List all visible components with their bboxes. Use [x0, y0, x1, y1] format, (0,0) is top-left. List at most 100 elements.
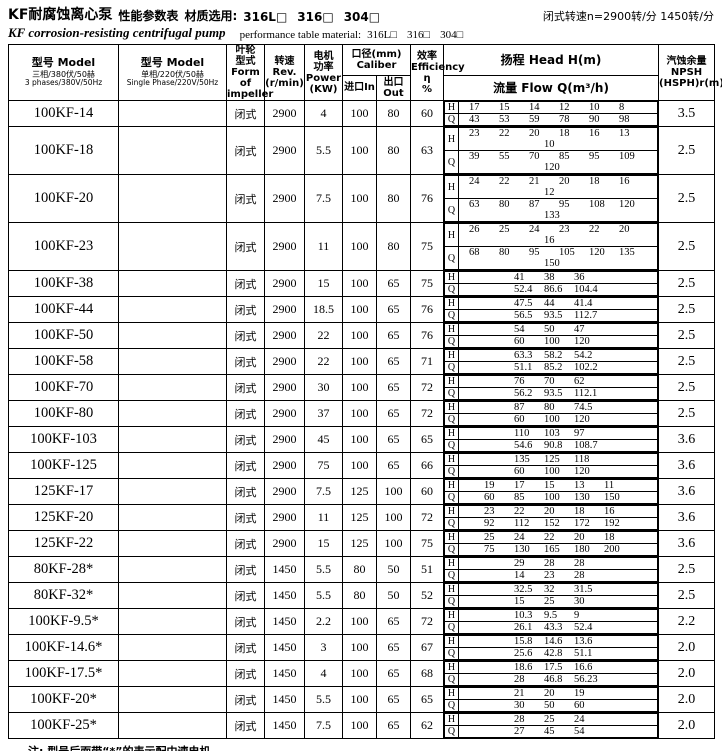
cell-caliber-out: 65 [375, 686, 412, 713]
hq-flow-value: 78 [559, 114, 570, 125]
hq-head-label: H [444, 223, 460, 247]
cell-model-1phase [118, 296, 227, 323]
material-option-316l[interactable]: 316L□ [243, 10, 288, 24]
cell-caliber-out: 65 [375, 400, 412, 427]
cell-caliber-in: 100 [342, 222, 377, 271]
cell-model-1phase [118, 322, 227, 349]
hq-flow-value: 68 [469, 247, 480, 258]
cell-revolution: 2900 [264, 426, 305, 453]
hq-head-value: 8 [619, 102, 625, 113]
cell-efficiency: 65 [410, 686, 445, 713]
hq-head-value: 22 [499, 176, 510, 187]
cell-efficiency: 71 [410, 348, 445, 375]
cell-model-1phase [118, 174, 227, 223]
hq-head-row: H 28 25 24 [444, 713, 659, 726]
hq-flow-value: 60 [574, 700, 585, 711]
hq-flow-value: 55 [499, 151, 510, 162]
cell-revolution: 2900 [264, 126, 305, 175]
cell-impeller-type: 闭式 [226, 660, 265, 687]
hq-flow-value: 112.1 [574, 388, 598, 399]
cell-head-flow: H 47.5 44 41.4 Q 56.5 93.5 112.7 [443, 296, 660, 323]
th-eff-l1: 效率 [417, 50, 438, 62]
cell-power: 15 [304, 270, 343, 297]
cell-model-3phase: 100KF-20* [8, 686, 119, 713]
cell-efficiency: 67 [410, 634, 445, 661]
th-impeller-type: 叶轮 型式 Form of impeller [226, 44, 273, 101]
material-option-304[interactable]: 304□ [343, 10, 381, 24]
hq-flow-value: 60 [514, 466, 525, 477]
title-line-cn: KF耐腐蚀离心泵 性能参数表 材质选用: 316L□ 316□ 304□ 闭式转… [8, 4, 714, 24]
hq-head-value: 10 [589, 102, 600, 113]
hq-flow-value: 26.1 [514, 622, 533, 633]
hq-head-value: 17.5 [544, 662, 563, 673]
hq-flow-value: 59 [529, 114, 540, 125]
table-row: 80KF-32* 闭式 1450 5.5 80 50 52 H 32.5 32 31.5 Q 15 25 3… [8, 582, 716, 609]
cell-power: 11 [304, 222, 343, 271]
hq-head-value: 21 [529, 176, 540, 187]
cell-model-1phase [118, 348, 227, 375]
table-row: 100KF-38 闭式 2900 15 100 65 75 H 41 38 36 Q 52.4 86.6 1… [8, 270, 716, 297]
hq-flow-value: 60 [514, 414, 525, 425]
th-pow-en: Power [305, 72, 342, 84]
hq-head-value: 103 [544, 428, 560, 439]
hq-head-label: H [444, 505, 460, 518]
cell-caliber-in: 100 [342, 712, 377, 739]
cell-head-flow: H 10.3 9.5 9 Q 26.1 43.3 52.4 [443, 608, 660, 635]
th-rev-en: Rev. [272, 67, 297, 78]
hq-head-row: H 17 15 14 12 10 8 [444, 101, 659, 114]
hq-flow-value: 95 [559, 199, 570, 210]
cell-caliber-in: 100 [342, 174, 377, 223]
hq-flow-value: 130 [574, 492, 590, 503]
hq-head-value: 135 [514, 454, 530, 465]
cell-head-flow: H 15.8 14.6 13.6 Q 25.6 42.8 51.1 [443, 634, 660, 661]
hq-head-value: 24 [574, 714, 585, 725]
hq-head-value: 12 [544, 187, 555, 198]
hq-flow-row: Q 54.6 90.8 108.7 [444, 439, 659, 452]
hq-head-row: H 32.5 32 31.5 [444, 583, 659, 596]
hq-head-row: H 23 22 20 18 16 13 10 [444, 127, 659, 151]
hq-flow-values: 75 130 165 180 200 [458, 543, 659, 556]
cell-efficiency: 76 [410, 296, 445, 323]
th-model-3phase-l1: 型号 Model [31, 56, 96, 70]
hq-flow-value: 85 [514, 492, 525, 503]
hq-head-value: 18.6 [514, 662, 533, 673]
cell-revolution: 2900 [264, 100, 305, 127]
cell-efficiency: 76 [410, 174, 445, 223]
cell-power: 11 [304, 504, 343, 531]
th-npsh-l1: 汽蚀余量 [666, 56, 707, 67]
hq-head-value: 74.5 [574, 402, 593, 413]
title-bar: KF耐腐蚀离心泵 性能参数表 材质选用: 316L□ 316□ 304□ 闭式转… [0, 0, 722, 41]
cell-model-3phase: 125KF-17 [8, 478, 119, 505]
hq-head-row: H 21 20 19 [444, 687, 659, 700]
hq-flow-value: 51.1 [514, 362, 533, 373]
material-option-316[interactable]: 316□ [297, 10, 334, 24]
hq-flow-value: 120 [574, 414, 590, 425]
hq-head-value: 32 [544, 584, 555, 595]
hq-flow-label: Q [444, 647, 460, 660]
hq-head-value: 13 [619, 128, 630, 139]
hq-head-value: 16 [604, 506, 615, 517]
pump-performance-table: 型号 Model 三相/380伏/50赫 3 phases/380V/50Hz … [8, 44, 722, 739]
cell-efficiency: 63 [410, 126, 445, 175]
cell-efficiency: 72 [410, 400, 445, 427]
hq-flow-label: Q [444, 361, 460, 374]
cell-npsh: 2.0 [658, 686, 716, 713]
hq-flow-value: 165 [544, 544, 560, 555]
title-en-sub: performance table material: [239, 29, 362, 41]
cell-npsh: 2.0 [658, 634, 716, 661]
table-body: 100KF-14 闭式 2900 4 100 80 60 H 17 15 14 12 10 8 Q 43 53 5… [8, 100, 716, 739]
th-caliber-en: Caliber [356, 59, 397, 71]
hq-head-value: 87 [514, 402, 525, 413]
hq-head-value: 22 [499, 128, 510, 139]
hq-head-row: H 19 17 15 13 11 [444, 479, 659, 492]
cell-caliber-out: 80 [375, 222, 412, 271]
hq-head-row: H 23 22 20 18 16 [444, 505, 659, 518]
hq-flow-value: 93.5 [544, 388, 563, 399]
hq-head-values: 32.5 32 31.5 [458, 583, 659, 596]
cell-power: 5.5 [304, 126, 343, 175]
cell-caliber-out: 65 [375, 322, 412, 349]
cell-impeller-type: 闭式 [226, 296, 265, 323]
cell-power: 5.5 [304, 556, 343, 583]
cell-efficiency: 62 [410, 712, 445, 739]
table-row: 100KF-20* 闭式 1450 5.5 100 65 65 H 21 20 19 Q 30 50 60 2… [8, 686, 716, 713]
